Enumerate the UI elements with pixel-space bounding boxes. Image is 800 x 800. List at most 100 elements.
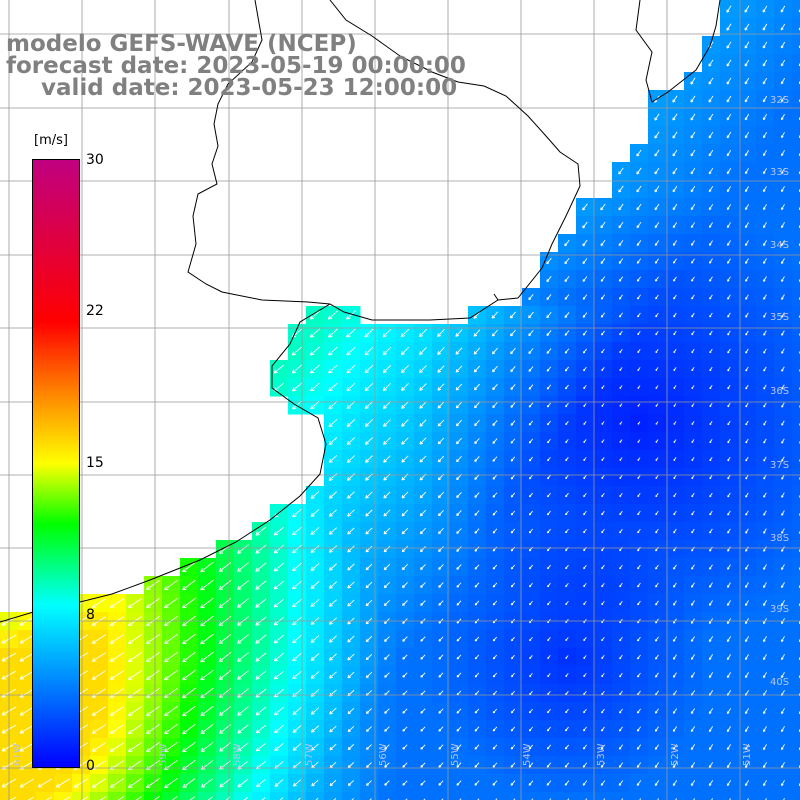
wind-arrow — [91, 688, 106, 698]
wind-arrow — [529, 654, 533, 660]
wind-arrow — [690, 222, 696, 228]
wind-arrow — [567, 798, 570, 800]
speed-cell — [774, 792, 793, 800]
wind-arrow — [384, 708, 390, 714]
wind-arrow — [492, 420, 498, 426]
wind-arrow — [274, 743, 284, 752]
wind-arrow — [419, 365, 427, 374]
wind-arrow — [437, 437, 445, 445]
wind-arrow — [781, 132, 785, 139]
wind-arrow — [780, 5, 786, 13]
wind-arrow — [763, 402, 767, 408]
wind-arrow — [91, 742, 106, 752]
wind-arrow — [492, 636, 498, 642]
wind-arrow — [528, 438, 534, 444]
wind-arrow — [780, 41, 786, 49]
wind-arrow — [582, 744, 587, 750]
wind-arrow — [672, 636, 677, 642]
wind-arrow — [709, 582, 713, 588]
wind-arrow — [365, 581, 373, 589]
wind-arrow — [673, 367, 677, 372]
wind-arrow — [419, 546, 426, 553]
wind-arrow — [726, 5, 732, 13]
wind-arrow — [691, 582, 695, 588]
wind-arrow — [200, 633, 214, 645]
speed-cell — [792, 792, 800, 800]
wind-arrow — [637, 294, 641, 300]
wind-arrow — [456, 510, 462, 516]
wind-arrow — [745, 366, 749, 372]
wind-arrow — [528, 294, 534, 301]
speed-cell — [792, 288, 800, 307]
wind-arrow — [763, 348, 767, 354]
wind-arrow — [347, 635, 355, 643]
wind-arrow — [401, 509, 409, 517]
wind-arrow — [291, 364, 303, 374]
wind-arrow — [255, 724, 267, 734]
speed-cell — [378, 792, 397, 800]
wind-arrow — [690, 654, 695, 660]
speed-cell — [792, 90, 800, 109]
wind-arrow — [565, 439, 569, 444]
wind-arrow — [763, 582, 767, 588]
wind-arrow — [708, 113, 714, 121]
wind-arrow — [528, 492, 533, 498]
wind-arrow — [528, 762, 534, 768]
wind-arrow — [727, 456, 731, 462]
wind-arrow — [783, 798, 785, 800]
wind-arrow — [420, 564, 426, 571]
wind-arrow — [619, 349, 623, 354]
wind-arrow — [729, 798, 732, 800]
wind-arrow — [582, 258, 588, 265]
wind-arrow — [601, 367, 605, 372]
wind-arrow — [691, 312, 695, 318]
wind-arrow — [419, 491, 427, 499]
wind-arrow — [762, 222, 767, 229]
wind-arrow — [19, 634, 35, 644]
wind-arrow — [510, 474, 516, 480]
wind-arrow — [618, 221, 624, 229]
lon-label-55w: 55W — [450, 743, 461, 766]
speed-cell — [720, 792, 739, 800]
wind-arrow — [328, 418, 338, 428]
wind-arrow — [346, 328, 356, 338]
wind-arrow — [382, 364, 392, 374]
wind-arrow — [781, 474, 785, 480]
wind-arrow — [513, 798, 516, 800]
wind-arrow — [675, 798, 678, 800]
wind-arrow — [745, 492, 749, 498]
wind-arrow — [690, 762, 696, 768]
wind-arrow — [528, 456, 533, 462]
wind-arrow — [618, 167, 624, 175]
wind-arrow — [547, 474, 551, 480]
wind-arrow — [329, 725, 337, 733]
wind-arrow — [437, 509, 444, 517]
wind-arrow — [673, 510, 677, 516]
wind-arrow — [781, 258, 785, 265]
wind-arrow — [255, 562, 267, 572]
wind-arrow — [654, 131, 660, 139]
wind-arrow — [273, 544, 285, 554]
wind-arrow — [672, 113, 678, 121]
speed-cell — [324, 792, 343, 800]
wind-arrow — [727, 510, 731, 516]
wind-arrow — [510, 438, 516, 444]
wind-arrow — [19, 670, 35, 680]
wind-arrow — [273, 670, 284, 680]
wind-arrow — [763, 474, 767, 480]
wind-arrow — [564, 348, 570, 354]
wind-arrow — [329, 707, 337, 715]
wind-arrow — [420, 636, 426, 642]
speed-cell — [72, 792, 91, 800]
wind-arrow — [673, 258, 677, 264]
wind-arrow — [691, 474, 695, 480]
wind-arrow — [365, 653, 373, 661]
wind-arrow — [583, 385, 587, 390]
wind-arrow — [492, 744, 498, 750]
wind-arrow — [510, 492, 516, 498]
wind-arrow — [419, 347, 427, 356]
wind-arrow — [91, 670, 106, 680]
speed-cell — [18, 792, 37, 800]
wind-arrow — [727, 258, 731, 264]
wind-arrow — [401, 563, 408, 571]
